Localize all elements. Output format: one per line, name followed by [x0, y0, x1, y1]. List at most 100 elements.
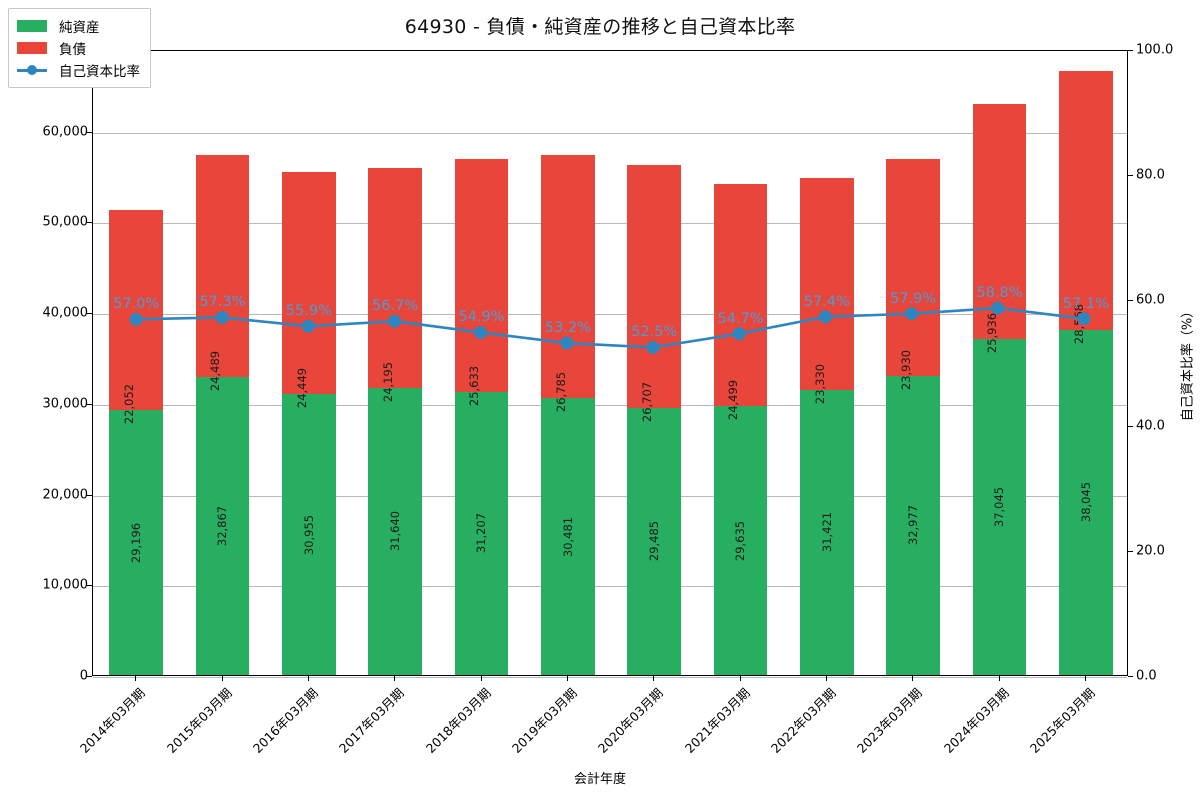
ratio-value-label: 58.8% — [976, 284, 1023, 301]
bar-value-label-equity: 30,481 — [560, 516, 575, 557]
y-axis-right-tick-mark — [1128, 550, 1133, 552]
x-axis-tick-mark — [739, 676, 741, 681]
y-axis-right-tick-mark — [1128, 425, 1133, 427]
legend-swatch-icon-debt — [17, 42, 47, 54]
bar-segment-debt[interactable]: 24,489 — [195, 154, 250, 391]
y-axis-left-tick-mark — [87, 403, 92, 405]
y-axis-right-label: 自己資本比率（%） — [1180, 304, 1196, 422]
bar-segment-equity[interactable]: 29,485 — [627, 407, 681, 675]
x-axis-tick-label: 2014年03月期 — [77, 685, 148, 756]
y-axis-right-tick-mark — [1128, 676, 1133, 677]
legend-item-equity[interactable]: 純資産 — [17, 15, 140, 37]
bar-group[interactable]: 29,485 26,707 — [627, 49, 681, 675]
bar-segment-debt[interactable]: 24,449 — [282, 172, 336, 408]
x-axis-tick-mark — [998, 676, 1000, 681]
bar-segment-equity[interactable]: 38,045 — [1059, 329, 1113, 675]
bar-segment-debt[interactable]: 24,499 — [713, 183, 768, 420]
bar-group[interactable]: 30,481 26,785 — [541, 49, 595, 675]
bar-segment-debt[interactable]: 28,568 — [1059, 70, 1113, 344]
bar-value-label-debt: 24,499 — [726, 380, 741, 421]
gridline — [93, 495, 1127, 497]
y-axis-left-tick-label: 20,000 — [42, 487, 89, 503]
bar-value-label-debt: 24,489 — [208, 350, 223, 391]
bar-group[interactable]: 37,045 25,936 — [972, 49, 1027, 675]
chart-title: 64930 - 負債・純資産の推移と自己資本比率 — [404, 16, 796, 38]
y-axis-right-tick-mark — [1128, 175, 1133, 177]
bar-segment-debt[interactable]: 23,330 — [800, 178, 854, 404]
bar-value-label-debt: 24,449 — [294, 368, 309, 409]
legend-item-ratio[interactable]: 自己資本比率 — [17, 59, 140, 81]
bar-segment-equity[interactable]: 29,196 — [109, 410, 163, 675]
y-axis-right-tick-mark — [1128, 300, 1133, 302]
y-axis-right-tick-label: 20.0 — [1136, 543, 1165, 559]
x-axis-tick-label: 2015年03月期 — [163, 685, 235, 756]
bar-segment-equity[interactable]: 29,635 — [713, 406, 768, 675]
x-axis-tick-mark — [394, 676, 396, 681]
ratio-value-label: 57.4% — [803, 293, 850, 310]
bar-value-label-equity: 32,977 — [906, 505, 921, 546]
ratio-value-label: 57.1% — [1062, 295, 1109, 312]
y-axis-left-tick-mark — [87, 676, 92, 677]
bar-group[interactable]: 29,635 24,499 — [713, 49, 768, 675]
y-axis-left-tick-mark — [87, 585, 92, 587]
bar-group[interactable]: 29,196 22,052 — [109, 49, 163, 675]
y-axis-left-tick-mark — [87, 494, 92, 496]
x-axis-tick-mark — [825, 676, 827, 681]
gridline — [93, 677, 1127, 678]
chart-legend: 純資産 負債 自己資本比率 — [8, 8, 151, 88]
legend-label-equity: 純資産 — [59, 20, 100, 36]
y-axis-left-tick-mark — [87, 313, 92, 315]
x-axis-tick-mark — [221, 676, 223, 681]
bar-segment-equity[interactable]: 32,977 — [886, 375, 940, 675]
y-axis-left-tick-mark — [87, 131, 92, 133]
bar-group[interactable]: 32,977 23,930 — [886, 49, 940, 675]
bar-segment-equity[interactable]: 31,421 — [800, 389, 854, 675]
x-axis-tick-mark — [566, 676, 568, 681]
bar-segment-debt[interactable]: 23,930 — [886, 158, 940, 390]
legend-item-debt[interactable]: 負債 — [17, 37, 140, 59]
bar-value-label-equity: 31,421 — [819, 512, 834, 553]
x-axis-tick-mark — [480, 676, 482, 681]
gridline — [93, 132, 1127, 134]
bar-group[interactable]: 32,867 24,489 — [195, 49, 250, 675]
bar-segment-debt[interactable]: 26,707 — [627, 165, 681, 422]
bar-segment-equity[interactable]: 31,207 — [454, 391, 509, 675]
bar-segment-equity[interactable]: 37,045 — [972, 338, 1027, 675]
bar-group[interactable]: 31,421 23,330 — [800, 49, 854, 675]
ratio-value-label: 57.3% — [199, 294, 246, 311]
plot-area: 29,196 22,052 32,867 24,489 30,955 24,449 31,6… — [92, 49, 1128, 678]
x-axis-tick-mark — [1084, 676, 1086, 681]
bar-group[interactable]: 38,045 28,568 — [1059, 49, 1113, 675]
bar-group[interactable]: 30,955 24,449 — [282, 49, 336, 675]
ratio-value-label: 54.7% — [717, 310, 764, 327]
y-axis-left-tick-label: 30,000 — [42, 396, 89, 412]
bar-value-label-equity: 38,045 — [1078, 482, 1093, 523]
bar-group[interactable]: 31,207 25,633 — [454, 49, 509, 675]
bar-segment-debt[interactable]: 25,633 — [454, 159, 509, 406]
x-axis-tick-mark — [912, 676, 914, 681]
legend-swatch-icon-equity — [17, 20, 47, 32]
bar-value-label-debt: 23,330 — [812, 363, 827, 405]
bar-segment-debt[interactable]: 24,195 — [368, 168, 422, 402]
bar-value-label-equity: 29,196 — [129, 522, 144, 563]
x-axis-tick-mark — [653, 676, 655, 681]
x-axis-tick-label: 2022年03月期 — [767, 685, 839, 756]
y-axis-right-tick-label: 100.0 — [1136, 42, 1174, 58]
bar-segment-debt[interactable]: 25,936 — [972, 103, 1027, 353]
legend-label-debt: 負債 — [59, 42, 86, 58]
x-axis-tick-label: 2025年03月期 — [1026, 685, 1098, 756]
x-axis-tick-mark — [135, 676, 137, 681]
ratio-value-label: 52.5% — [631, 324, 678, 341]
bar-segment-equity[interactable]: 30,955 — [282, 394, 336, 675]
x-axis-tick-label: 2023年03月期 — [854, 685, 925, 756]
bar-segment-equity[interactable]: 31,640 — [368, 387, 422, 675]
gridline — [93, 223, 1127, 225]
y-axis-left-tick-label: 60,000 — [42, 124, 89, 140]
bar-segment-equity[interactable]: 32,867 — [195, 376, 250, 675]
x-axis-label: 会計年度 — [573, 772, 626, 787]
bar-group[interactable]: 31,640 24,195 — [368, 49, 422, 675]
bar-segment-equity[interactable]: 30,481 — [541, 398, 595, 675]
bar-segment-debt[interactable]: 26,785 — [541, 155, 595, 413]
x-axis-tick-label: 2018年03月期 — [422, 685, 494, 756]
ratio-value-label: 56.7% — [372, 298, 419, 315]
